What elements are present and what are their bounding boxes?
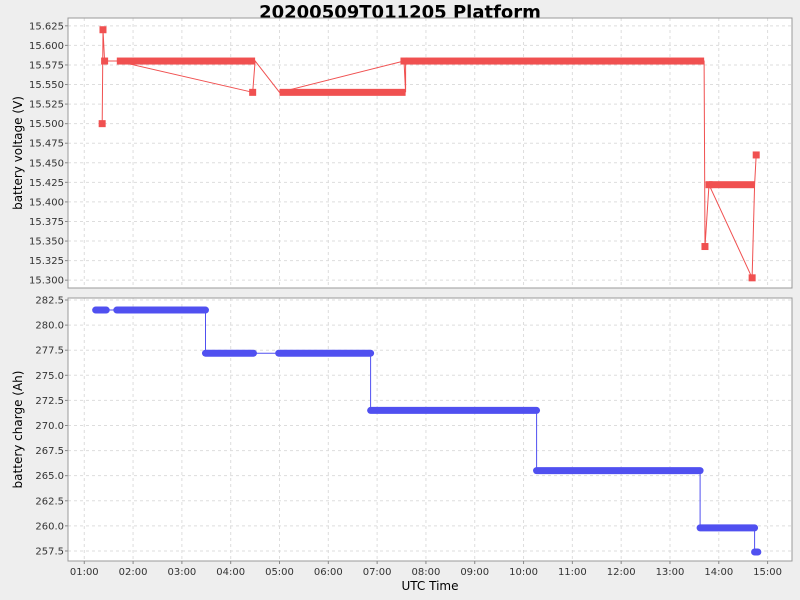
x-tick-label: 02:00 (119, 567, 148, 578)
y-tick-label: 275.0 (35, 371, 64, 382)
y-tick-label: 267.5 (35, 446, 64, 457)
y-axis-title: battery charge (Ah) (11, 371, 25, 489)
x-tick-label: 08:00 (412, 567, 441, 578)
data-point (752, 151, 760, 159)
y-tick-label: 277.5 (35, 346, 64, 357)
y-tick-label: 15.550 (29, 80, 64, 91)
y-tick-label: 15.575 (29, 60, 64, 71)
data-run (709, 181, 755, 189)
data-run (405, 57, 705, 65)
data-point (701, 243, 709, 251)
y-tick-label: 262.5 (35, 496, 64, 507)
x-tick-label: 15:00 (753, 567, 782, 578)
data-run (116, 57, 256, 65)
data-point (99, 26, 107, 34)
x-tick-label: 09:00 (460, 567, 489, 578)
data-point (101, 57, 109, 65)
y-tick-label: 260.0 (35, 521, 64, 532)
y-tick-label: 15.500 (29, 119, 64, 130)
x-tick-label: 05:00 (265, 567, 294, 578)
y-tick-label: 15.300 (29, 276, 64, 287)
x-tick-label: 12:00 (607, 567, 636, 578)
y-tick-label: 15.350 (29, 237, 64, 248)
y-tick-label: 15.400 (29, 197, 64, 208)
x-tick-label: 14:00 (704, 567, 733, 578)
y-tick-label: 15.425 (29, 178, 64, 189)
y-tick-label: 15.450 (29, 158, 64, 169)
y-axis-title: battery voltage (V) (11, 96, 25, 210)
y-tick-label: 272.5 (35, 396, 64, 407)
y-tick-label: 282.5 (35, 296, 64, 307)
x-tick-label: 10:00 (509, 567, 538, 578)
y-tick-label: 15.600 (29, 41, 64, 52)
x-tick-label: 03:00 (167, 567, 196, 578)
data-point (249, 88, 257, 96)
y-tick-label: 15.475 (29, 139, 64, 150)
data-point (98, 120, 106, 128)
x-axis-title: UTC Time (402, 579, 459, 593)
x-tick-label: 13:00 (656, 567, 685, 578)
plot-border (67, 17, 793, 289)
panel-1: 15.300 15.325 15.350 15.375 15.400 15.425 15.4… (11, 17, 793, 289)
y-tick-label: 15.375 (29, 217, 64, 228)
x-tick-label: 01:00 (70, 567, 99, 578)
data-run (279, 88, 406, 96)
series-line (101, 29, 757, 279)
data-point (705, 181, 713, 189)
y-tick-label: 15.625 (29, 21, 64, 32)
panel-2: 257.5 260.0 262.5 265.0 267.5 270.0 272.5 275.0… (11, 296, 793, 562)
y-tick-label: 280.0 (35, 321, 64, 332)
x-tick-label: 04:00 (216, 567, 245, 578)
plot-border (67, 297, 793, 562)
y-tick-label: 265.0 (35, 471, 64, 482)
x-tick-label: 07:00 (363, 567, 392, 578)
plot-area (68, 298, 792, 561)
y-tick-label: 257.5 (35, 546, 64, 557)
y-tick-label: 15.525 (29, 100, 64, 111)
data-point (400, 57, 408, 65)
y-tick-label: 15.325 (29, 256, 64, 267)
x-tick-label: 11:00 (558, 567, 587, 578)
y-tick-label: 270.0 (35, 421, 64, 432)
data-point (748, 274, 756, 282)
x-tick-label: 06:00 (314, 567, 343, 578)
